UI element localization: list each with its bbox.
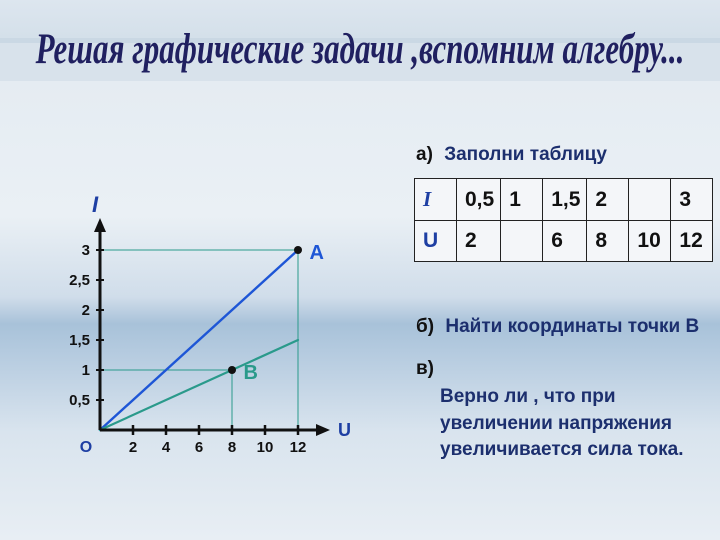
question-a: а) Заполни таблицу: [416, 144, 607, 166]
page-title: Решая графические задачи ,вспомним алгеб…: [0, 24, 720, 74]
data-table: I 0,5 1 1,5 2 3 U 2 6 8 10 12: [414, 178, 713, 262]
svg-text:I: I: [92, 192, 99, 217]
svg-text:6: 6: [195, 439, 203, 456]
question-b-text: Найти координаты точки В: [445, 316, 699, 337]
svg-text:12: 12: [290, 439, 307, 456]
table-header-u: U: [415, 221, 457, 262]
svg-text:O: O: [80, 439, 92, 456]
question-b-label: б): [416, 316, 434, 337]
question-a-text: Заполни таблицу: [444, 144, 607, 165]
table-cell: 8: [587, 221, 629, 262]
iu-chart: AB0,511,522,5324681012OIU: [42, 212, 362, 492]
table-cell: 1,5: [543, 179, 587, 221]
question-a-label: а): [416, 144, 433, 165]
question-c-label: в): [416, 358, 434, 379]
table-cell: 3: [671, 179, 713, 221]
table-cell: [501, 221, 543, 262]
svg-text:U: U: [338, 420, 351, 440]
table-cell: 0,5: [457, 179, 501, 221]
svg-text:2: 2: [129, 439, 137, 456]
table-cell: 1: [501, 179, 543, 221]
table-cell: [629, 179, 671, 221]
table-row: U 2 6 8 10 12: [415, 221, 713, 262]
question-b: б) Найти координаты точки В: [416, 316, 699, 338]
table-cell: 2: [457, 221, 501, 262]
table-cell: 10: [629, 221, 671, 262]
svg-text:8: 8: [228, 439, 236, 456]
svg-text:B: B: [244, 362, 258, 384]
svg-text:2: 2: [82, 302, 90, 319]
svg-text:1,5: 1,5: [69, 332, 90, 349]
question-c: в) Верно ли , что при увеличении напряже…: [416, 358, 696, 464]
svg-text:4: 4: [162, 439, 171, 456]
table-cell: 12: [671, 221, 713, 262]
question-c-text: Верно ли , что при увеличении напряжения…: [440, 384, 696, 464]
table-cell: 6: [543, 221, 587, 262]
svg-text:3: 3: [82, 242, 90, 259]
table-cell: 2: [587, 179, 629, 221]
table-header-i: I: [415, 179, 457, 221]
svg-text:A: A: [310, 242, 324, 264]
svg-text:0,5: 0,5: [69, 392, 90, 409]
svg-text:1: 1: [82, 362, 90, 379]
svg-text:2,5: 2,5: [69, 272, 90, 289]
svg-text:10: 10: [257, 439, 274, 456]
table-row: I 0,5 1 1,5 2 3: [415, 179, 713, 221]
